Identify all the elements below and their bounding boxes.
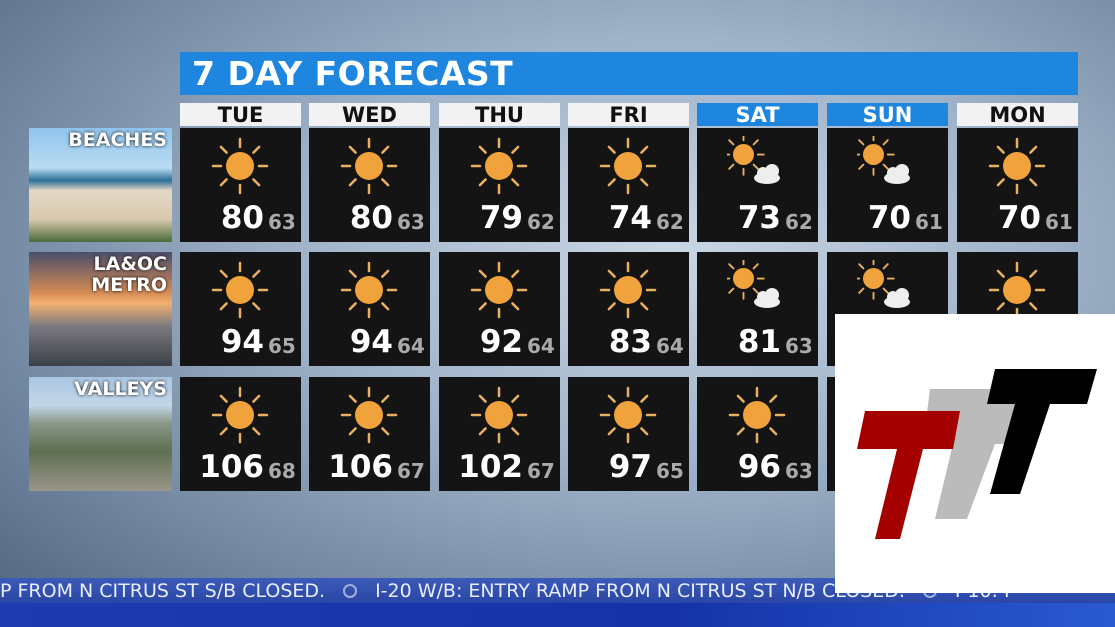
low-temp: 65	[656, 459, 684, 483]
ticker-item: I-20 W/B: ENTRY RAMP FROM N CITRUS ST N/…	[375, 580, 905, 602]
sun-icon	[599, 261, 657, 319]
high-temp: 97	[608, 449, 652, 485]
forecast-cell: 94 64	[309, 252, 430, 366]
day-header-sun: SUN	[827, 103, 948, 127]
high-temp: 73	[737, 200, 781, 236]
high-temp: 106	[328, 449, 393, 485]
low-temp: 63	[785, 334, 813, 358]
partly-cloudy-icon	[857, 260, 910, 308]
region-la-oc-metro: LA&OC METRO	[29, 252, 172, 366]
cloud-icon	[754, 288, 780, 308]
high-temp: 94	[220, 324, 264, 360]
day-header-mon: MON	[957, 103, 1078, 127]
low-temp: 61	[1045, 210, 1073, 234]
low-temp: 67	[527, 459, 555, 483]
high-temp: 96	[737, 449, 781, 485]
cloud-icon	[754, 164, 780, 184]
day-header-sat: SAT	[697, 103, 818, 127]
partly-cloudy-icon	[857, 136, 910, 184]
forecast-cell: 96 63	[697, 377, 818, 491]
forecast-cell: 92 64	[439, 252, 560, 366]
sun-icon	[211, 137, 269, 195]
sun-icon	[599, 137, 657, 195]
forecast-title: 7 DAY FORECAST	[180, 52, 1078, 95]
forecast-cell: 80 63	[180, 128, 301, 242]
low-temp: 67	[397, 459, 425, 483]
high-temp: 92	[479, 324, 523, 360]
day-header-fri: FRI	[568, 103, 689, 127]
partly-cloudy-icon	[727, 260, 780, 308]
ticker-item: P FROM N CITRUS ST S/B CLOSED.	[0, 580, 326, 602]
bottom-bar	[0, 603, 1115, 627]
low-temp: 63	[785, 459, 813, 483]
high-temp: 79	[479, 200, 523, 236]
low-temp: 63	[268, 210, 296, 234]
low-temp: 62	[785, 210, 813, 234]
high-temp: 102	[458, 449, 523, 485]
forecast-cell: 97 65	[568, 377, 689, 491]
high-temp: 74	[608, 200, 652, 236]
sun-icon	[211, 261, 269, 319]
high-temp: 83	[608, 324, 652, 360]
high-temp: 80	[349, 200, 393, 236]
forecast-cell: 106 68	[180, 377, 301, 491]
forecast-cell: 73 62	[697, 128, 818, 242]
day-header-tue: TUE	[180, 103, 301, 127]
ttt-logo	[835, 314, 1115, 593]
high-temp: 70	[867, 200, 911, 236]
forecast-cell: 81 63	[697, 252, 818, 366]
forecast-cell: 80 63	[309, 128, 430, 242]
high-temp: 81	[737, 324, 781, 360]
high-temp: 80	[220, 200, 264, 236]
day-header-wed: WED	[309, 103, 430, 127]
news-ticker: P FROM N CITRUS ST S/B CLOSED. I-20 W/B: …	[0, 578, 1115, 603]
forecast-cell: 70 61	[957, 128, 1078, 242]
sun-icon	[340, 386, 398, 444]
sun-icon	[470, 261, 528, 319]
sun-icon	[599, 386, 657, 444]
low-temp: 63	[397, 210, 425, 234]
low-temp: 68	[268, 459, 296, 483]
sun-icon	[211, 386, 269, 444]
forecast-cell: 106 67	[309, 377, 430, 491]
sun-icon	[340, 261, 398, 319]
low-temp: 61	[915, 210, 943, 234]
forecast-cell: 70 61	[827, 128, 948, 242]
high-temp: 70	[997, 200, 1041, 236]
partly-cloudy-icon	[727, 136, 780, 184]
sun-icon	[470, 137, 528, 195]
forecast-cell: 79 62	[439, 128, 560, 242]
high-temp: 106	[199, 449, 264, 485]
sun-icon	[988, 137, 1046, 195]
cloud-icon	[884, 164, 910, 184]
low-temp: 62	[527, 210, 555, 234]
high-temp: 94	[349, 324, 393, 360]
low-temp: 64	[527, 334, 555, 358]
forecast-cell: 102 67	[439, 377, 560, 491]
logo-t-red	[857, 411, 960, 539]
sun-icon	[340, 137, 398, 195]
day-header-thu: THU	[439, 103, 560, 127]
forecast-cell: 83 64	[568, 252, 689, 366]
cbs-eye-icon	[343, 584, 358, 598]
sun-icon	[728, 386, 786, 444]
low-temp: 62	[656, 210, 684, 234]
sun-icon	[470, 386, 528, 444]
cloud-icon	[884, 288, 910, 308]
low-temp: 64	[656, 334, 684, 358]
region-beaches: BEACHES	[29, 128, 172, 242]
region-valleys: VALLEYS	[29, 377, 172, 491]
sun-icon	[988, 261, 1046, 319]
low-temp: 65	[268, 334, 296, 358]
low-temp: 64	[397, 334, 425, 358]
forecast-cell: 94 65	[180, 252, 301, 366]
forecast-cell: 74 62	[568, 128, 689, 242]
logo-t-black	[987, 369, 1097, 494]
